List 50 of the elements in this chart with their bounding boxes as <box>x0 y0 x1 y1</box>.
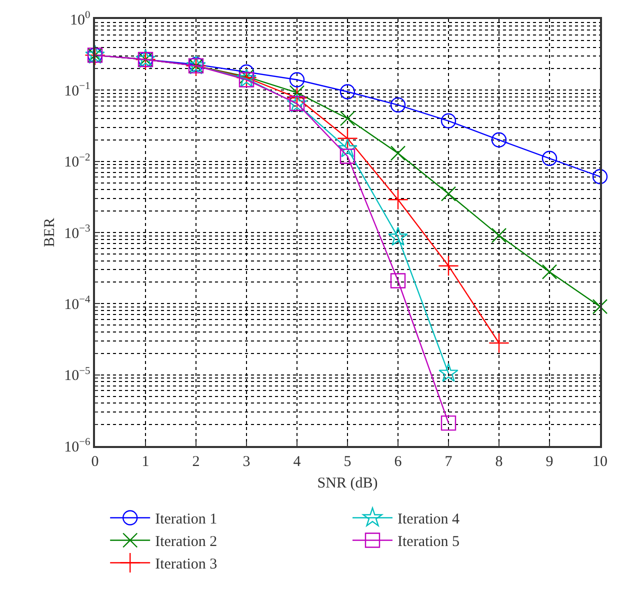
legend-label: Iteration 2 <box>155 534 218 550</box>
x-tick-label: 6 <box>394 454 402 470</box>
point <box>340 84 356 100</box>
y-tick-label: 10$^{0}$ <box>70 10 90 28</box>
point <box>438 362 458 382</box>
x-tick-label: 8 <box>495 454 503 470</box>
y-axis-title: BER <box>42 218 58 248</box>
point <box>488 332 510 354</box>
point <box>440 113 456 128</box>
x-tick-label: 3 <box>242 454 250 470</box>
point <box>388 189 408 210</box>
point <box>440 415 456 431</box>
point <box>390 146 406 161</box>
point <box>337 128 358 149</box>
point <box>491 132 507 148</box>
point <box>390 273 406 288</box>
point <box>340 148 356 164</box>
point <box>592 169 608 184</box>
x-tick-label: 2 <box>192 454 200 470</box>
legend-label: Iteration 1 <box>155 512 218 528</box>
point <box>542 150 558 166</box>
point <box>340 110 356 126</box>
x-tick-label: 10 <box>592 454 608 470</box>
point <box>438 255 459 276</box>
y-tick-label: 10$^{−5}$ <box>64 366 90 384</box>
point <box>592 298 608 314</box>
point <box>338 138 358 158</box>
x-axis-title: SNR (dB) <box>317 475 378 492</box>
point <box>286 87 308 108</box>
legend-label: Iteration 5 <box>398 534 460 550</box>
y-tick-label: 10$^{−3}$ <box>64 223 90 242</box>
point <box>388 226 408 246</box>
x-tick-label: 0 <box>91 454 99 470</box>
legend-label: Iteration 4 <box>398 512 460 528</box>
x-tick-label: 4 <box>293 454 302 470</box>
x-tick-label: 7 <box>444 454 453 470</box>
point <box>542 264 558 280</box>
y-tick-label: 10$^{−1}$ <box>64 81 90 100</box>
x-tick-label: 1 <box>142 454 150 470</box>
point <box>440 186 456 202</box>
x-tick-label: 5 <box>344 454 352 470</box>
x-tick-label: 9 <box>546 454 554 470</box>
y-tick-label: 10$^{−6}$ <box>64 436 90 456</box>
point <box>289 72 305 88</box>
y-tick-label: 10$^{−2}$ <box>64 152 90 171</box>
point <box>491 228 507 244</box>
point <box>390 97 406 113</box>
y-tick-label: 10$^{−4}$ <box>64 294 91 313</box>
legend-label: Iteration 3 <box>155 556 218 573</box>
point <box>289 85 305 100</box>
